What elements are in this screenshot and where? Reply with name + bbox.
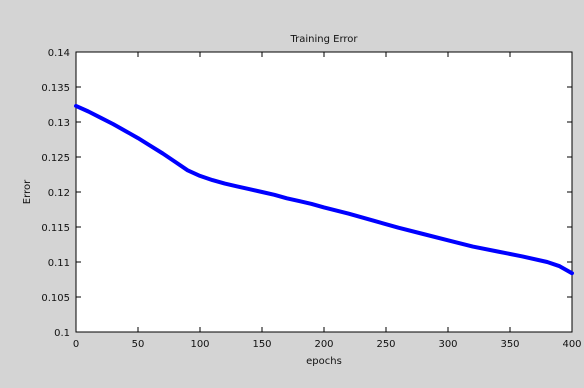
x-tick-label: 100 (190, 339, 209, 350)
ticks-layer: 0 50 100 150 200 250 300 350 400 0.1 0.105 0.11 0.11… (41, 48, 581, 350)
plot-area (75, 51, 573, 333)
x-tick-label: 350 (500, 339, 519, 350)
y-tick-label: 0.14 (48, 48, 70, 59)
y-tick-label: 0.12 (48, 188, 70, 199)
series-layer (74, 103, 574, 276)
x-tick-label: 0 (73, 339, 79, 350)
series-line-0 (74, 103, 574, 276)
y-tick-label: 0.1 (54, 328, 70, 339)
x-tick-label: 400 (562, 339, 581, 350)
x-tick-label: 150 (252, 339, 271, 350)
x-axis-title: epochs (306, 356, 342, 367)
x-tick-label: 200 (314, 339, 333, 350)
chart-title: Training Error (289, 34, 358, 45)
x-tick-label: 250 (376, 339, 395, 350)
y-tick-label: 0.13 (48, 118, 70, 129)
y-tick-label: 0.11 (48, 258, 70, 269)
x-tick-label: 300 (438, 339, 457, 350)
x-tick-label: 50 (132, 339, 145, 350)
y-tick-label: 0.105 (41, 293, 70, 304)
y-tick-label: 0.125 (41, 153, 70, 164)
y-tick-label: 0.135 (41, 83, 70, 94)
y-axis-title: Error (22, 179, 33, 204)
y-tick-label: 0.115 (41, 223, 70, 234)
